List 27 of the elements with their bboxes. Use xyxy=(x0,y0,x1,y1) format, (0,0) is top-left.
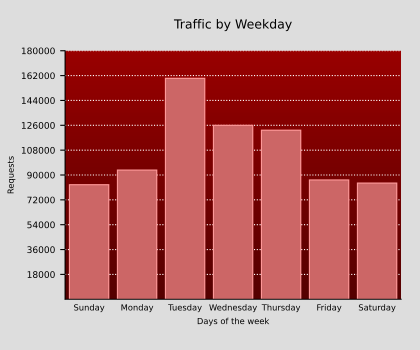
y-tick-label: 36000 xyxy=(27,246,55,254)
chart-title: Traffic by Weekday xyxy=(174,19,292,32)
y-tick-label: 54000 xyxy=(27,221,55,228)
bar xyxy=(260,130,302,300)
y-tick-label: 162000 xyxy=(22,72,55,80)
bar xyxy=(116,169,158,300)
bar xyxy=(308,179,350,300)
bar xyxy=(68,184,110,300)
y-axis-title: Requests xyxy=(8,156,16,194)
x-axis-title: Days of the week xyxy=(198,318,270,326)
x-tick-label: Sunday xyxy=(74,304,104,312)
y-tick-label: 180000 xyxy=(22,47,55,54)
bar xyxy=(356,182,398,300)
x-tick-label: Wednesday xyxy=(209,304,257,312)
y-tick-label: 144000 xyxy=(22,97,55,104)
x-tick-label: Saturday xyxy=(358,304,396,312)
y-tick-label: 108000 xyxy=(22,146,55,154)
x-tick-label: Friday xyxy=(317,304,342,312)
y-tick-label: 18000 xyxy=(28,271,55,278)
y-tick-label: 126000 xyxy=(22,122,55,129)
bar xyxy=(164,78,206,300)
bar xyxy=(212,124,254,300)
y-tick-label: 72000 xyxy=(27,196,55,204)
x-tick-label: Tuesday xyxy=(168,304,202,312)
x-tick-label: Thursday xyxy=(262,304,300,312)
x-tick-label: Monday xyxy=(121,304,154,312)
y-tick-label: 90000 xyxy=(27,172,55,179)
